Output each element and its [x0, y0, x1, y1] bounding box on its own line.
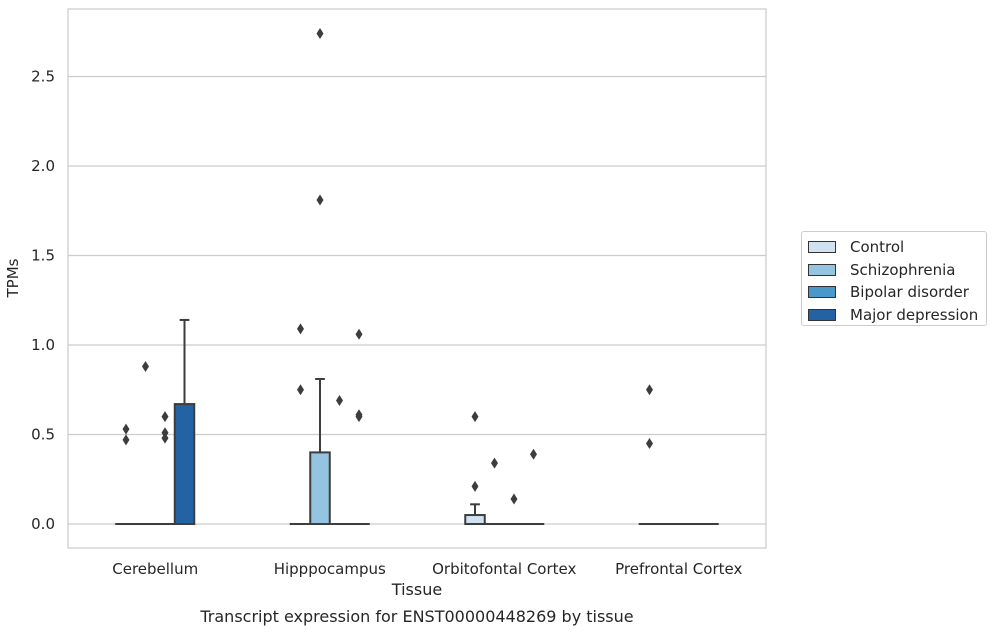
box-control	[289, 323, 312, 526]
x-tick-label: Prefrontal Cortex	[615, 560, 742, 578]
y-tick-label: 2.0	[31, 157, 55, 175]
legend-swatch	[808, 308, 836, 321]
outlier-point	[646, 384, 653, 396]
box-major-depression	[348, 328, 370, 526]
legend-item: Schizophrenia	[808, 259, 986, 282]
box-schizophrenia	[483, 457, 506, 526]
box-major-depression	[522, 448, 545, 526]
box-control	[464, 411, 486, 525]
y-tick-label: 2.5	[31, 68, 55, 86]
outlier-point	[161, 411, 169, 423]
gridlines	[68, 75, 766, 525]
outlier-point	[161, 432, 169, 444]
box-control	[115, 423, 137, 526]
box-control	[638, 384, 661, 526]
x-tick-labels: Cerebellum Hipppocampus Orbitofontal Corte…	[112, 560, 742, 578]
outlier-point	[142, 360, 149, 372]
outlier-point	[646, 437, 653, 449]
legend-swatch	[808, 263, 836, 276]
outlier-point	[297, 323, 304, 335]
chart-title: Transcript expression for ENST0000044826…	[199, 607, 633, 626]
outlier-point	[471, 480, 479, 492]
outlier-point	[355, 328, 363, 340]
box-schizophrenia	[134, 360, 157, 526]
outlier-point	[122, 434, 130, 446]
box-plots	[115, 28, 719, 526]
y-tick-labels: 0.0 0.5 1.0 1.5 2.0 2.5	[31, 68, 55, 534]
legend-swatch	[808, 286, 836, 299]
box-body	[464, 514, 486, 525]
x-tick-label: Hipppocampus	[274, 560, 386, 578]
y-tick-label: 1.0	[31, 336, 55, 354]
box-major-depression	[173, 318, 196, 526]
box-bipolar-disorder	[328, 394, 351, 526]
outlier-point	[316, 28, 324, 40]
legend-label: Major depression	[850, 305, 979, 324]
legend-label: Control	[850, 238, 905, 257]
box-body	[173, 403, 196, 526]
legend-label: Bipolar disorder	[850, 283, 969, 302]
outlier-point	[510, 493, 518, 505]
plot-area-frame	[67, 8, 767, 549]
outlier-point	[316, 194, 324, 206]
outlier-point	[491, 457, 498, 469]
outlier-point	[355, 411, 363, 423]
y-tick-label: 0.0	[31, 515, 55, 533]
box-bipolar-disorder	[154, 411, 176, 526]
legend-item: Control	[808, 236, 986, 259]
box-bipolar-disorder	[503, 493, 525, 526]
x-tick-label: Cerebellum	[112, 560, 198, 578]
legend-item: Bipolar disorder	[808, 281, 986, 304]
y-tick-label: 0.5	[31, 426, 55, 444]
outlier-point	[471, 411, 479, 423]
outlier-point	[336, 394, 343, 406]
outlier-point	[530, 448, 537, 460]
outlier-point	[297, 384, 304, 396]
legend: Control Schizophrenia Bipolar disorder Majo…	[801, 231, 987, 326]
outlier-point	[122, 423, 130, 435]
legend-label: Schizophrenia	[850, 260, 956, 279]
y-axis-label: TPMs	[4, 258, 22, 298]
box-schizophrenia	[309, 28, 331, 525]
legend-swatch	[808, 241, 836, 254]
y-tick-label: 1.5	[31, 247, 55, 265]
legend-item: Major depression	[808, 304, 986, 327]
x-tick-label: Orbitofontal Cortex	[432, 560, 576, 578]
box-body	[309, 451, 331, 525]
x-axis-label: Tissue	[391, 580, 442, 599]
